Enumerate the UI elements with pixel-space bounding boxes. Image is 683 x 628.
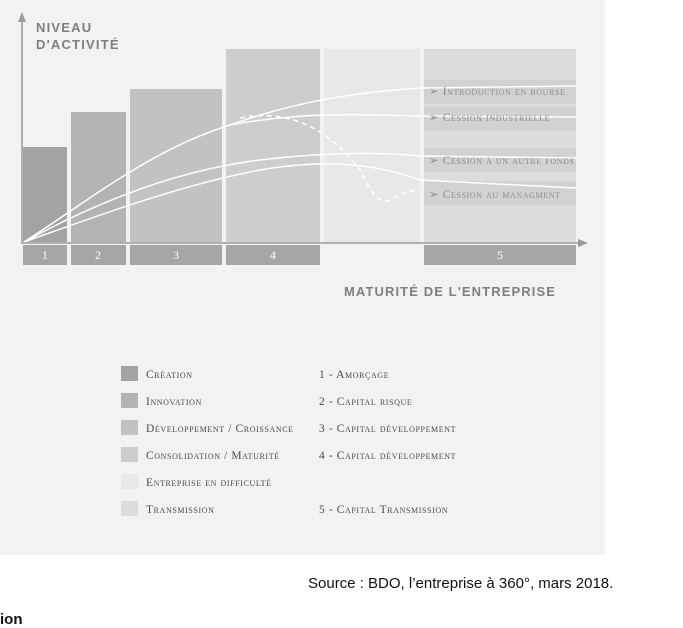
y-axis-title-line1: NIVEAU bbox=[36, 20, 92, 35]
stage-bar-4 bbox=[226, 245, 320, 265]
stage-number-1: 1 bbox=[42, 248, 48, 262]
legend-swatch-innovation bbox=[121, 393, 138, 408]
stage-column-difficulte bbox=[324, 49, 420, 242]
stage-column-developpement bbox=[130, 89, 222, 242]
cropped-heading: ion bbox=[0, 611, 23, 628]
curve-mid bbox=[23, 152, 577, 243]
axes bbox=[18, 12, 588, 247]
legend-label-difficulte: Entreprise en difficulté bbox=[146, 477, 272, 489]
stage-column-transmission bbox=[424, 49, 576, 242]
stage-bar-2 bbox=[71, 245, 126, 265]
financing-label-5: 5 - Capital Transmission bbox=[319, 504, 448, 516]
legend-label-developpement: Développement / Croissance bbox=[146, 423, 294, 435]
stage-column-creation bbox=[23, 147, 67, 242]
stage-number-4: 4 bbox=[270, 248, 276, 262]
x-axis-title: MATURITÉ DE L'ENTREPRISE bbox=[344, 284, 556, 299]
exit-bar-bourse bbox=[424, 80, 576, 104]
legend-swatch-creation bbox=[121, 366, 138, 381]
stage-column-consolidation bbox=[226, 49, 320, 242]
legend-label-innovation: Innovation bbox=[146, 396, 202, 408]
exit-bar-fonds bbox=[424, 148, 576, 172]
diagram-svg: 1 2 3 4 5 NIVEAU D'ACTIVITÉ MATURITÉ DE … bbox=[18, 12, 588, 516]
stage-column-innovation bbox=[71, 112, 126, 242]
exit-label-bourse: ➢ Introduction en bourse bbox=[429, 86, 566, 98]
exit-bar-industrielle bbox=[424, 107, 576, 131]
curve-low bbox=[23, 163, 577, 243]
stage-bar-1 bbox=[23, 245, 67, 265]
source-caption: Source : BDO, l’entreprise à 360°, mars … bbox=[308, 575, 614, 592]
stage-bar-5 bbox=[424, 245, 576, 265]
legend-swatch-difficulte bbox=[121, 474, 138, 489]
stage-number-3: 3 bbox=[173, 248, 179, 262]
legend-label-consolidation: Consolidation / Maturité bbox=[146, 450, 280, 462]
legend-label-transmission: Transmission bbox=[146, 504, 214, 516]
financing-label-4: 4 - Capital développement bbox=[319, 450, 456, 462]
financing-label-1: 1 - Amorçage bbox=[319, 369, 389, 381]
curve-industrial bbox=[229, 113, 577, 126]
legend-swatch-transmission bbox=[121, 501, 138, 516]
financing-label-3: 3 - Capital développement bbox=[319, 423, 456, 435]
x-axis-arrow bbox=[578, 239, 588, 247]
exit-label-managment: ➢ Cession au managment bbox=[429, 189, 561, 201]
legend-swatch-developpement bbox=[121, 420, 138, 435]
stage-number-5: 5 bbox=[497, 248, 503, 262]
exit-bar-managment bbox=[424, 181, 576, 205]
y-axis-title-line2: D'ACTIVITÉ bbox=[36, 37, 120, 52]
exit-label-industrielle: ➢ Cession industrielle bbox=[429, 112, 550, 124]
financing-label-2: 2 - Capital risque bbox=[319, 396, 412, 408]
maturity-diagram: 1 2 3 4 5 NIVEAU D'ACTIVITÉ MATURITÉ DE … bbox=[0, 0, 605, 555]
legend-label-creation: Création bbox=[146, 369, 193, 381]
exit-label-fonds: ➢ Cession à un autre fonds bbox=[429, 155, 575, 167]
legend-swatch-consolidation bbox=[121, 447, 138, 462]
curve-decline bbox=[239, 114, 421, 202]
y-axis-arrow bbox=[18, 12, 26, 22]
stage-bar-3 bbox=[130, 245, 222, 265]
curve-top bbox=[23, 85, 577, 243]
growth-curves bbox=[23, 85, 577, 243]
stage-number-2: 2 bbox=[95, 248, 101, 262]
